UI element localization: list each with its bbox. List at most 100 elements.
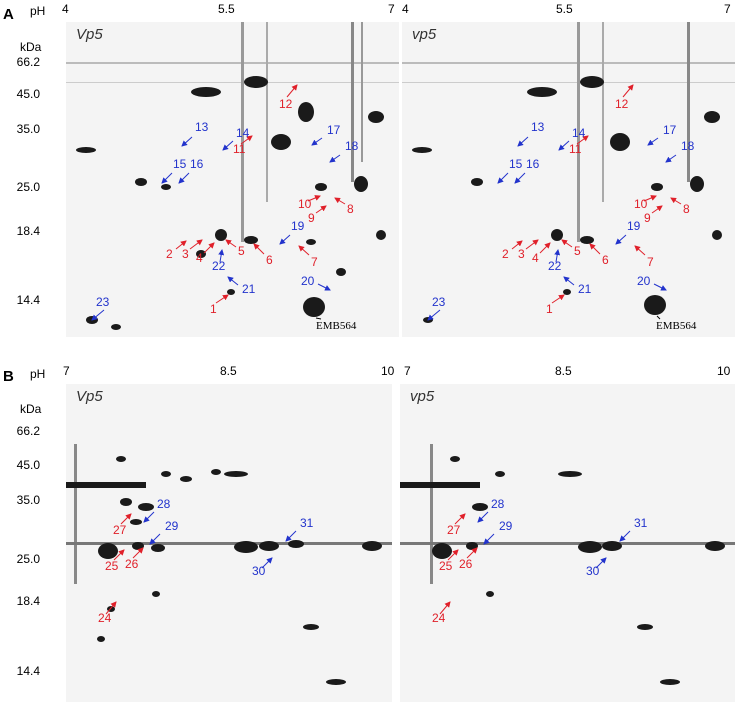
spot-arrow: [517, 136, 529, 147]
panel-a-kda-66: 66.2: [16, 55, 40, 69]
gel-a-mutant: vp5: [402, 22, 735, 337]
spot-arrow: [665, 154, 677, 163]
spot-label: 24: [432, 611, 446, 625]
gel-b-mutant: vp5: [400, 384, 735, 702]
spot-label: 3: [518, 247, 525, 261]
spot-label: 12: [279, 97, 293, 111]
spot-arrow: [286, 84, 298, 98]
panel-b-kda-label: kDa: [20, 402, 42, 416]
spot-label: 20: [301, 274, 315, 288]
gel-a-right-title: vp5: [412, 26, 437, 43]
panel-a-ph-tick-4: 4: [402, 2, 409, 16]
spot-arrow: [477, 511, 489, 523]
spot-arrow: [651, 205, 663, 214]
spot-label: 8: [683, 202, 690, 216]
spot-arrow: [439, 601, 451, 615]
spot-arrow: [307, 195, 321, 202]
spot-arrow: [161, 172, 173, 184]
spot-label: 6: [266, 253, 273, 267]
spot-label: 2: [502, 247, 509, 261]
marker-label-left: EMB564: [316, 320, 357, 332]
spot-label: 14: [236, 126, 250, 140]
spot-label: 30: [252, 564, 266, 578]
spot-arrow: [149, 533, 161, 545]
spot-arrow: [227, 276, 239, 286]
spot-label: 13: [531, 120, 545, 134]
spot-label: 1: [546, 302, 553, 316]
panel-b-ph-tick-1: 7: [63, 364, 70, 378]
spot-arrow: [91, 309, 105, 321]
panel-b-ph-tick-3: 10: [381, 364, 395, 378]
spot-label: 25: [439, 559, 453, 573]
panel-a-kda-25: 25.0: [16, 180, 40, 194]
panel-b-kda-18: 18.4: [16, 594, 40, 608]
spot-arrow: [634, 245, 646, 256]
spot-arrow: [466, 547, 478, 559]
spot-label: 19: [627, 219, 641, 233]
spot-arrow: [181, 136, 193, 147]
spot-label: 31: [300, 516, 314, 530]
spot-label: 16: [190, 157, 204, 171]
spot-arrow: [298, 245, 310, 256]
spot-arrow: [447, 549, 459, 561]
spot-arrow: [558, 140, 570, 151]
spot-label: 7: [311, 255, 318, 269]
spot-arrow: [240, 135, 253, 145]
panel-a-kda-label: kDa: [20, 40, 42, 54]
spot-label: 18: [681, 139, 695, 153]
spot-label: 4: [196, 251, 203, 265]
panel-b-letter: B: [3, 368, 14, 385]
spot-arrow: [189, 239, 203, 250]
spot-label: 22: [212, 259, 226, 273]
spot-arrow: [427, 309, 441, 321]
panel-a-ph-label: pH: [30, 4, 46, 18]
spot-label: 3: [182, 247, 189, 261]
spot-label: 11: [233, 142, 246, 156]
spot-arrow: [311, 137, 323, 146]
gel-a-wild-type: Vp5: [66, 22, 399, 337]
spot-label: 10: [298, 197, 312, 211]
spot-label: 10: [634, 197, 648, 211]
spot-arrow: [143, 511, 155, 523]
spot-arrow: [222, 140, 234, 151]
gel-b-right-title: vp5: [410, 388, 435, 405]
spot-arrow: [120, 513, 132, 525]
panel-b-kda-66: 66.2: [16, 424, 40, 438]
spot-label: 31: [634, 516, 648, 530]
spot-arrow: [329, 154, 341, 163]
spot-arrow: [334, 197, 346, 205]
spot-label: 26: [125, 557, 139, 571]
spot-label: 28: [491, 497, 505, 511]
spot-label: 19: [291, 219, 305, 233]
spot-label: 12: [615, 97, 629, 111]
spot-arrow: [253, 243, 265, 255]
panel-a-kda-45: 45.0: [16, 87, 40, 101]
spot-arrow: [215, 294, 229, 304]
spot-arrow: [576, 135, 589, 145]
spot-arrow: [525, 239, 539, 250]
spot-arrow: [647, 137, 659, 146]
spot-arrow: [561, 239, 573, 248]
spot-label: 25: [105, 559, 119, 573]
spot-arrow: [218, 249, 225, 263]
spot-label: 18: [345, 139, 359, 153]
spot-arrow: [105, 601, 117, 615]
spot-label: 9: [644, 211, 651, 225]
panel-a-ph-tick-3: 7: [388, 2, 395, 16]
spot-arrow: [653, 283, 667, 291]
spot-label: 5: [574, 244, 581, 258]
spot-label: 27: [113, 523, 127, 537]
spot-label: 21: [242, 282, 256, 296]
panel-a-ph-tick-1: 4: [62, 2, 69, 16]
panel-b-kda-45: 45.0: [16, 458, 40, 472]
spot-label: 7: [647, 255, 654, 269]
spot-label: 2: [166, 247, 173, 261]
spot-arrow: [454, 513, 466, 525]
panel-b-kda-35: 35.0: [16, 493, 40, 507]
spot-arrow: [511, 240, 523, 250]
panel-a-kda-18: 18.4: [16, 224, 40, 238]
panel-a-kda-35: 35.0: [16, 122, 40, 136]
spot-label: 15: [509, 157, 523, 171]
